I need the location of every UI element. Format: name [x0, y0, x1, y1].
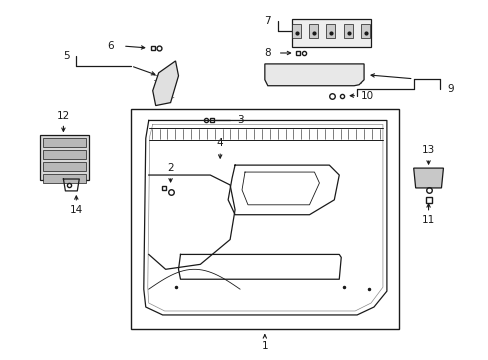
Text: 3: 3: [236, 116, 243, 126]
Text: 12: 12: [57, 111, 70, 121]
Bar: [291, 19, 370, 47]
Polygon shape: [264, 64, 364, 86]
Bar: [360, 24, 369, 38]
Bar: [131, 109, 398, 329]
Bar: [42, 174, 86, 183]
Bar: [42, 162, 86, 171]
Text: 10: 10: [360, 91, 373, 101]
Text: 13: 13: [421, 145, 434, 155]
Text: 14: 14: [70, 205, 83, 215]
Bar: [291, 24, 300, 38]
Text: 1: 1: [261, 341, 267, 351]
Text: 11: 11: [421, 215, 434, 225]
Text: 8: 8: [264, 48, 270, 58]
Bar: [40, 135, 89, 180]
Bar: [308, 24, 317, 38]
Text: 2: 2: [167, 163, 174, 173]
Text: 6: 6: [107, 41, 114, 51]
Bar: [343, 24, 352, 38]
Polygon shape: [152, 61, 178, 105]
Bar: [325, 24, 335, 38]
Bar: [42, 150, 86, 159]
Text: 5: 5: [63, 51, 70, 61]
Bar: [42, 138, 86, 147]
Text: 4: 4: [217, 138, 223, 148]
Text: 9: 9: [446, 84, 453, 94]
Text: 7: 7: [264, 16, 270, 26]
Polygon shape: [413, 168, 443, 188]
